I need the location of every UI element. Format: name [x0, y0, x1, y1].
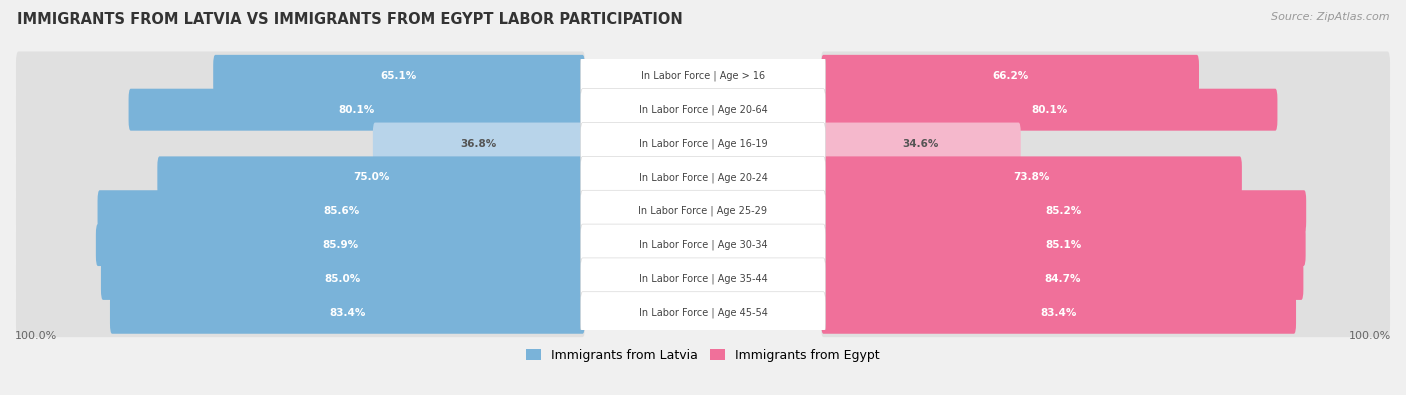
FancyBboxPatch shape — [15, 221, 585, 269]
FancyBboxPatch shape — [821, 122, 1021, 164]
FancyBboxPatch shape — [821, 221, 1391, 269]
FancyBboxPatch shape — [581, 292, 825, 334]
FancyBboxPatch shape — [128, 89, 585, 131]
FancyBboxPatch shape — [581, 156, 825, 198]
Text: 66.2%: 66.2% — [993, 71, 1028, 81]
Text: 73.8%: 73.8% — [1014, 172, 1050, 182]
FancyBboxPatch shape — [821, 190, 1306, 232]
FancyBboxPatch shape — [15, 153, 585, 202]
Text: In Labor Force | Age > 16: In Labor Force | Age > 16 — [641, 71, 765, 81]
FancyBboxPatch shape — [821, 254, 1391, 303]
FancyBboxPatch shape — [821, 224, 1306, 266]
FancyBboxPatch shape — [581, 89, 825, 131]
Text: In Labor Force | Age 35-44: In Labor Force | Age 35-44 — [638, 274, 768, 284]
FancyBboxPatch shape — [581, 190, 825, 232]
FancyBboxPatch shape — [581, 258, 825, 300]
FancyBboxPatch shape — [15, 119, 585, 168]
FancyBboxPatch shape — [214, 55, 585, 97]
Text: 85.0%: 85.0% — [325, 274, 361, 284]
FancyBboxPatch shape — [15, 51, 585, 100]
Text: 100.0%: 100.0% — [15, 331, 58, 341]
FancyBboxPatch shape — [373, 122, 585, 164]
Text: In Labor Force | Age 16-19: In Labor Force | Age 16-19 — [638, 138, 768, 149]
FancyBboxPatch shape — [581, 224, 825, 266]
Text: 75.0%: 75.0% — [353, 172, 389, 182]
Text: 85.6%: 85.6% — [323, 206, 360, 216]
FancyBboxPatch shape — [96, 224, 585, 266]
Text: 80.1%: 80.1% — [1031, 105, 1067, 115]
FancyBboxPatch shape — [15, 85, 585, 134]
FancyBboxPatch shape — [15, 288, 585, 337]
FancyBboxPatch shape — [821, 85, 1391, 134]
Text: 36.8%: 36.8% — [461, 139, 496, 149]
FancyBboxPatch shape — [15, 254, 585, 303]
Text: Source: ZipAtlas.com: Source: ZipAtlas.com — [1271, 12, 1389, 22]
Text: 83.4%: 83.4% — [329, 308, 366, 318]
FancyBboxPatch shape — [821, 187, 1391, 235]
FancyBboxPatch shape — [821, 288, 1391, 337]
Text: In Labor Force | Age 45-54: In Labor Force | Age 45-54 — [638, 308, 768, 318]
FancyBboxPatch shape — [821, 89, 1278, 131]
FancyBboxPatch shape — [101, 258, 585, 300]
FancyBboxPatch shape — [581, 122, 825, 164]
Text: In Labor Force | Age 30-34: In Labor Force | Age 30-34 — [638, 240, 768, 250]
Text: 85.1%: 85.1% — [1045, 240, 1081, 250]
Text: 34.6%: 34.6% — [903, 139, 939, 149]
FancyBboxPatch shape — [97, 190, 585, 232]
FancyBboxPatch shape — [821, 51, 1391, 100]
Text: In Labor Force | Age 20-24: In Labor Force | Age 20-24 — [638, 172, 768, 182]
FancyBboxPatch shape — [157, 156, 585, 198]
Text: IMMIGRANTS FROM LATVIA VS IMMIGRANTS FROM EGYPT LABOR PARTICIPATION: IMMIGRANTS FROM LATVIA VS IMMIGRANTS FRO… — [17, 12, 683, 27]
Text: 85.2%: 85.2% — [1046, 206, 1081, 216]
FancyBboxPatch shape — [821, 156, 1241, 198]
Text: In Labor Force | Age 25-29: In Labor Force | Age 25-29 — [638, 206, 768, 216]
Text: 80.1%: 80.1% — [339, 105, 375, 115]
Text: 83.4%: 83.4% — [1040, 308, 1077, 318]
Text: 100.0%: 100.0% — [1348, 331, 1391, 341]
FancyBboxPatch shape — [821, 292, 1296, 334]
FancyBboxPatch shape — [581, 55, 825, 97]
Legend: Immigrants from Latvia, Immigrants from Egypt: Immigrants from Latvia, Immigrants from … — [522, 344, 884, 367]
FancyBboxPatch shape — [821, 55, 1199, 97]
FancyBboxPatch shape — [821, 153, 1391, 202]
Text: 65.1%: 65.1% — [381, 71, 418, 81]
FancyBboxPatch shape — [15, 187, 585, 235]
FancyBboxPatch shape — [821, 258, 1303, 300]
Text: In Labor Force | Age 20-64: In Labor Force | Age 20-64 — [638, 104, 768, 115]
FancyBboxPatch shape — [110, 292, 585, 334]
Text: 84.7%: 84.7% — [1045, 274, 1081, 284]
Text: 85.9%: 85.9% — [322, 240, 359, 250]
FancyBboxPatch shape — [821, 119, 1391, 168]
